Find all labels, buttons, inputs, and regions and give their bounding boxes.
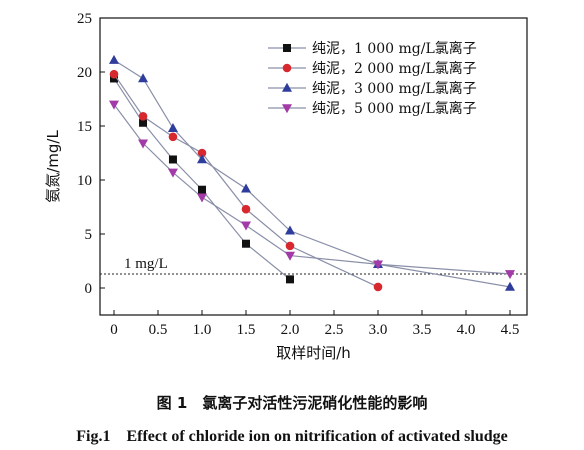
axes: 0 0.5 1.0 1.5 2.0 2.5 3.0 3.5 4.0 4.5 0 5 10 15 20 25 取样… xyxy=(44,11,528,362)
plot-frame xyxy=(99,17,528,316)
data-point xyxy=(167,168,178,178)
data-point xyxy=(241,183,251,193)
series-1 xyxy=(110,74,294,284)
legend-item-4: 纯泥，5 000 mg/L氯离子 xyxy=(268,100,477,117)
x-tick-label: 2.5 xyxy=(325,322,344,338)
data-point xyxy=(373,282,383,292)
data-point xyxy=(241,221,251,231)
data-point xyxy=(197,148,207,158)
data-point xyxy=(285,225,295,235)
legend-marker xyxy=(282,63,292,73)
legend-label: 纯泥，2 000 mg/L氯离子 xyxy=(312,60,477,77)
data-point xyxy=(198,185,206,194)
y-tick-label: 15 xyxy=(77,119,92,135)
y-axis-title: 氨氮/mg/L xyxy=(44,130,62,203)
data-point xyxy=(138,73,149,83)
legend-label: 纯泥，3 000 mg/L氯离子 xyxy=(312,80,477,97)
series-2 xyxy=(109,69,383,292)
data-point xyxy=(241,204,251,214)
data-point xyxy=(109,69,119,79)
data-point xyxy=(286,275,294,284)
data-point xyxy=(197,154,207,164)
reference-line-group: 1 mg/L xyxy=(100,256,527,275)
series-3 xyxy=(109,54,515,291)
legend-marker xyxy=(282,82,292,92)
reference-line-label: 1 mg/L xyxy=(124,256,168,272)
x-tick-label: 0 xyxy=(110,322,118,338)
data-point xyxy=(138,139,149,149)
series-line xyxy=(113,104,511,275)
data-point xyxy=(505,270,515,280)
y-tick-label: 5 xyxy=(85,227,93,243)
data-point xyxy=(168,132,178,142)
legend-label: 纯泥，5 000 mg/L氯离子 xyxy=(312,100,477,117)
data-point xyxy=(197,193,207,203)
data-point xyxy=(285,241,295,251)
data-point xyxy=(110,74,118,83)
y-tick-label: 10 xyxy=(77,173,92,189)
x-tick-label: 4.0 xyxy=(457,322,476,338)
data-point xyxy=(167,122,178,132)
data-point xyxy=(109,54,119,64)
series-line xyxy=(113,78,291,280)
x-tick-label: 3.5 xyxy=(413,322,432,338)
data-point xyxy=(168,155,177,164)
series-group xyxy=(109,54,515,292)
data-point xyxy=(242,239,250,248)
x-tick-label: 1.5 xyxy=(237,322,256,338)
legend-item-1: 纯泥，1 000 mg/L氯离子 xyxy=(268,40,477,57)
legend-item-2: 纯泥，2 000 mg/L氯离子 xyxy=(268,60,477,77)
data-point xyxy=(373,260,383,270)
legend-marker xyxy=(282,104,292,114)
data-point xyxy=(109,100,119,110)
series-line xyxy=(113,59,511,288)
data-point xyxy=(138,111,148,121)
x-tick-label: 4.5 xyxy=(501,322,520,338)
x-tick-label: 1.0 xyxy=(193,322,212,338)
legend-marker xyxy=(283,44,291,52)
x-tick-label: 3.0 xyxy=(369,322,388,338)
x-tick-label: 2.0 xyxy=(281,322,300,338)
figure-caption-chinese: 图 1 氯离子对活性污泥硝化性能的影响 xyxy=(156,394,428,412)
y-tick-label: 25 xyxy=(77,11,92,27)
data-point xyxy=(505,281,515,291)
series-4 xyxy=(109,100,515,280)
legend-item-3: 纯泥，3 000 mg/L氯离子 xyxy=(268,80,477,97)
y-tick-label: 20 xyxy=(77,65,92,81)
data-point xyxy=(285,251,295,261)
x-axis-title: 取样时间/h xyxy=(276,344,351,362)
y-tick-label: 0 xyxy=(85,281,93,297)
chart: 0 0.5 1.0 1.5 2.0 2.5 3.0 3.5 4.0 4.5 0 5 10 15 20 25 取样… xyxy=(44,11,528,362)
x-tick-label: 0.5 xyxy=(149,322,168,338)
legend-label: 纯泥，1 000 mg/L氯离子 xyxy=(312,40,477,57)
data-point xyxy=(139,118,148,127)
figure-caption-english: Fig.1 Effect of chloride ion on nitrific… xyxy=(76,428,508,445)
